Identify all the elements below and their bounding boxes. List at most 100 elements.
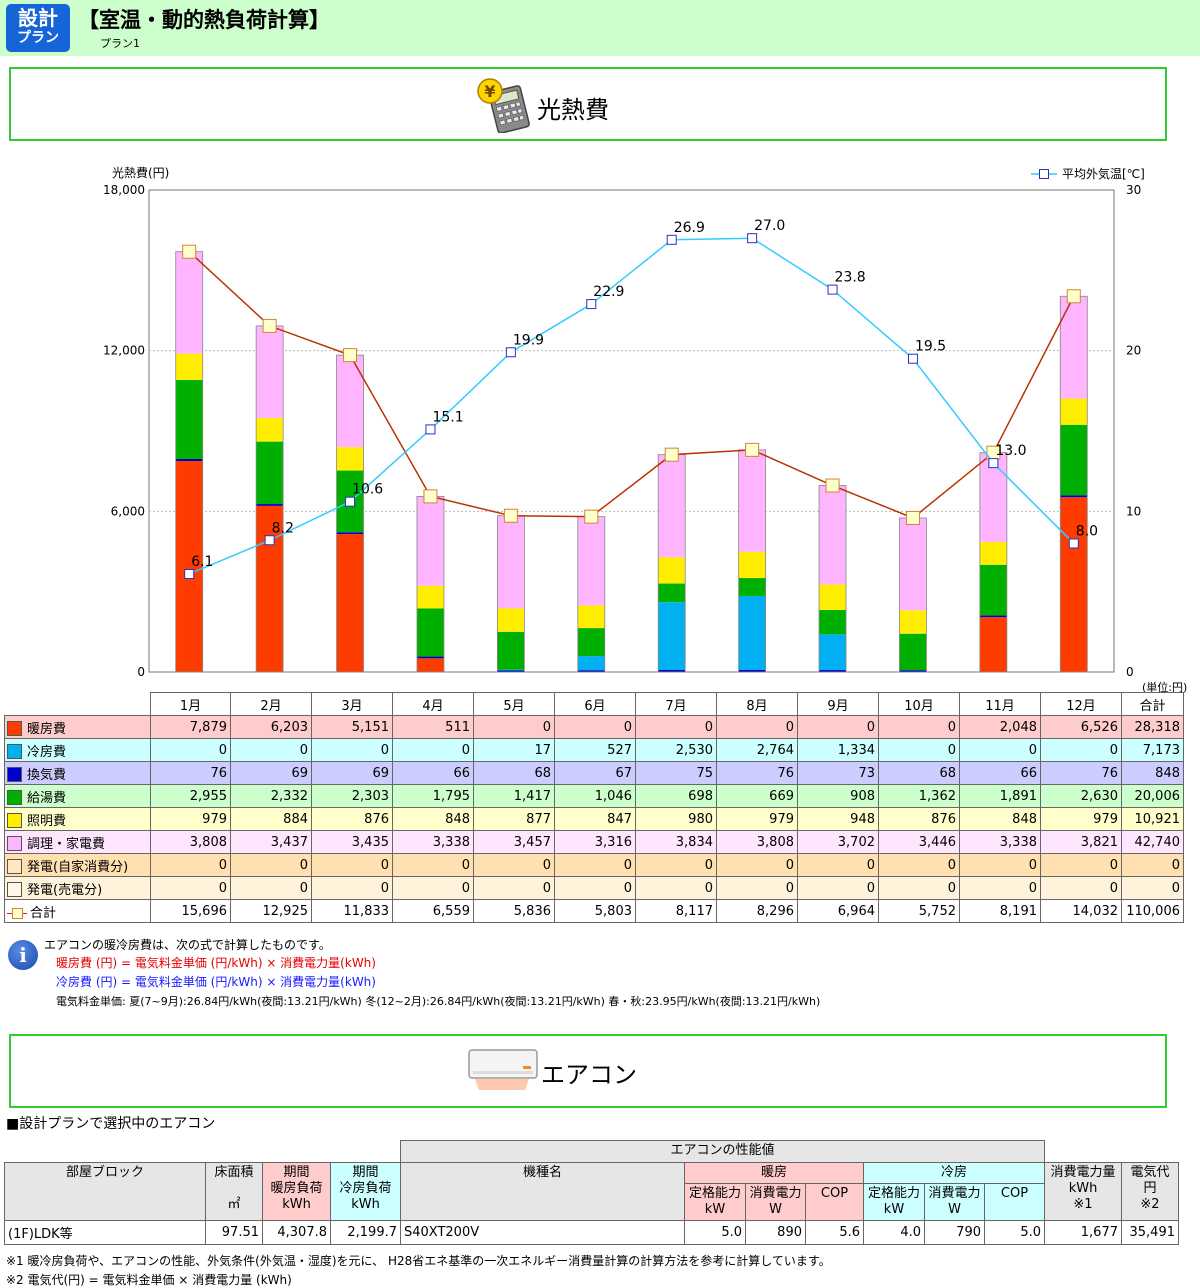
cell-value: 6,964 bbox=[797, 899, 879, 923]
bar-segment bbox=[497, 608, 525, 632]
ac-header-room: 部屋ブロック bbox=[4, 1162, 206, 1221]
cell-value: 876 bbox=[878, 807, 960, 831]
cell-value: 67 bbox=[554, 761, 636, 785]
total-point bbox=[343, 348, 358, 363]
temperature-label: 15.1 bbox=[432, 409, 463, 425]
table-row: 合計 15,696 12,925 11,833 6,559 5,836 5,803 8,117… bbox=[4, 899, 1184, 923]
temperature-label: 19.5 bbox=[915, 339, 946, 355]
row-label: 合計 bbox=[4, 899, 151, 923]
plot-area bbox=[148, 189, 1115, 673]
cell-value: 68 bbox=[473, 761, 555, 785]
cell-value: 3,338 bbox=[392, 830, 474, 854]
row-label-text: 発電(売電分) bbox=[27, 882, 103, 898]
table-row: 照明費 979 884 876 848 877 847 980 979 948 876 848 979 1… bbox=[4, 807, 1184, 831]
cell-value: 2,332 bbox=[230, 784, 312, 808]
row-label-text: 発電(自家消費分) bbox=[27, 859, 129, 875]
bar-segment bbox=[658, 454, 686, 558]
ac-header-heating: 暖房 bbox=[684, 1162, 864, 1184]
ac-table-row: (1F)LDK等 97.51 4,307.8 2,199.7 S40XT200V… bbox=[4, 1220, 1179, 1245]
row-label-text: 暖房費 bbox=[27, 721, 67, 737]
ac-header-area-unit: ㎡ bbox=[227, 1197, 241, 1212]
temperature-point bbox=[586, 299, 597, 310]
bar-segment bbox=[899, 517, 927, 611]
row-label-text: 調理・家電費 bbox=[27, 836, 106, 852]
cell-total: 0 bbox=[1121, 876, 1184, 900]
cell-total: 110,006 bbox=[1121, 899, 1184, 923]
table-row: 換気費 76 69 69 66 68 67 75 76 73 68 66 76 848 bbox=[4, 761, 1184, 785]
bar-segment bbox=[658, 583, 686, 603]
table-corner bbox=[5, 693, 151, 716]
cell-value: 0 bbox=[150, 853, 231, 877]
bar-segment bbox=[497, 669, 525, 671]
air-conditioner-title: エアコン bbox=[541, 1061, 637, 1089]
cell-value: 66 bbox=[959, 761, 1041, 785]
month-header: 6月 bbox=[554, 692, 636, 716]
cell-value: 1,046 bbox=[554, 784, 636, 808]
cell-value: 6,526 bbox=[1040, 715, 1122, 739]
cell-value: 0 bbox=[473, 853, 555, 877]
row-label: 発電(売電分) bbox=[4, 876, 151, 900]
legend-label: 平均外気温[℃] bbox=[1062, 166, 1145, 181]
cell-value: 0 bbox=[878, 738, 960, 762]
cell-value: 75 bbox=[635, 761, 717, 785]
bar-segment bbox=[336, 532, 364, 535]
cell-value: 0 bbox=[554, 715, 636, 739]
ac-energy: 1,677 bbox=[1044, 1220, 1122, 1245]
cell-value: 68 bbox=[878, 761, 960, 785]
temperature-point bbox=[747, 233, 758, 244]
cell-value: 11,833 bbox=[311, 899, 393, 923]
bar-segment bbox=[497, 670, 525, 672]
temperature-point bbox=[505, 347, 516, 358]
ac-header-cooling: 冷房 bbox=[863, 1162, 1045, 1184]
month-header: 10月 bbox=[878, 692, 960, 716]
bar-segment bbox=[979, 615, 1007, 618]
cell-value: 3,821 bbox=[1040, 830, 1122, 854]
cell-value: 2,955 bbox=[150, 784, 231, 808]
bar-segment bbox=[577, 628, 605, 657]
legend-swatch bbox=[7, 743, 22, 759]
y-tick-label: 6,000 bbox=[111, 504, 145, 518]
ac-heat-rated: 5.0 bbox=[684, 1220, 746, 1245]
cell-total: 20,006 bbox=[1121, 784, 1184, 808]
bar-segment bbox=[256, 441, 284, 505]
utility-cost-title: 光熱費 bbox=[537, 96, 609, 124]
note-intro: エアコンの暖冷房費は、次の式で計算したものです。 bbox=[44, 938, 331, 952]
cell-value: 12,925 bbox=[230, 899, 312, 923]
bar-segment bbox=[738, 595, 766, 670]
cell-value: 0 bbox=[959, 853, 1041, 877]
table-row: 発電(売電分) 0 0 0 0 0 0 0 0 0 0 0 0 0 bbox=[4, 876, 1184, 900]
temperature-label: 10.6 bbox=[352, 482, 383, 498]
row-label-text: 給湯費 bbox=[27, 790, 67, 806]
cell-value: 66 bbox=[392, 761, 474, 785]
total-point bbox=[825, 478, 840, 493]
temperature-label: 19.9 bbox=[513, 332, 544, 348]
cell-value: 2,303 bbox=[311, 784, 393, 808]
y2-tick-label: 20 bbox=[1126, 344, 1141, 358]
total-header: 合計 bbox=[1121, 692, 1184, 716]
cell-value: 876 bbox=[311, 807, 393, 831]
cell-value: 0 bbox=[959, 876, 1041, 900]
table-row: 冷房費 0 0 0 0 17 527 2,530 2,764 1,334 0 0 0 7,173 bbox=[4, 738, 1184, 762]
y-tick-label: 18,000 bbox=[103, 183, 145, 197]
cell-value: 0 bbox=[392, 876, 474, 900]
cell-value: 848 bbox=[959, 807, 1041, 831]
cell-value: 908 bbox=[797, 784, 879, 808]
bar-segment bbox=[577, 516, 605, 606]
ac-model: S40XT200V bbox=[400, 1220, 685, 1245]
y2-tick-label: 30 bbox=[1126, 183, 1141, 197]
month-header: 4月 bbox=[392, 692, 474, 716]
ac-heating-load: 4,307.8 bbox=[262, 1220, 331, 1245]
cell-value: 0 bbox=[959, 738, 1041, 762]
ac-header-model: 機種名 bbox=[400, 1162, 685, 1221]
temperature-label: 22.9 bbox=[593, 284, 624, 300]
cell-value: 76 bbox=[150, 761, 231, 785]
month-header: 3月 bbox=[311, 692, 393, 716]
cell-value: 527 bbox=[554, 738, 636, 762]
ac-header-cool-rated: 定格能力 kW bbox=[863, 1183, 925, 1221]
page-header: 設計 プラン 【室温・動的熱負荷計算】 プラン1 bbox=[0, 0, 1200, 56]
y2-tick-label: 0 bbox=[1126, 665, 1134, 679]
row-label-text: 冷房費 bbox=[27, 744, 67, 760]
temperature-point bbox=[425, 424, 436, 435]
cell-value: 0 bbox=[635, 876, 717, 900]
ac-header-energy: 消費電力量 kWh ※1 bbox=[1044, 1162, 1122, 1221]
